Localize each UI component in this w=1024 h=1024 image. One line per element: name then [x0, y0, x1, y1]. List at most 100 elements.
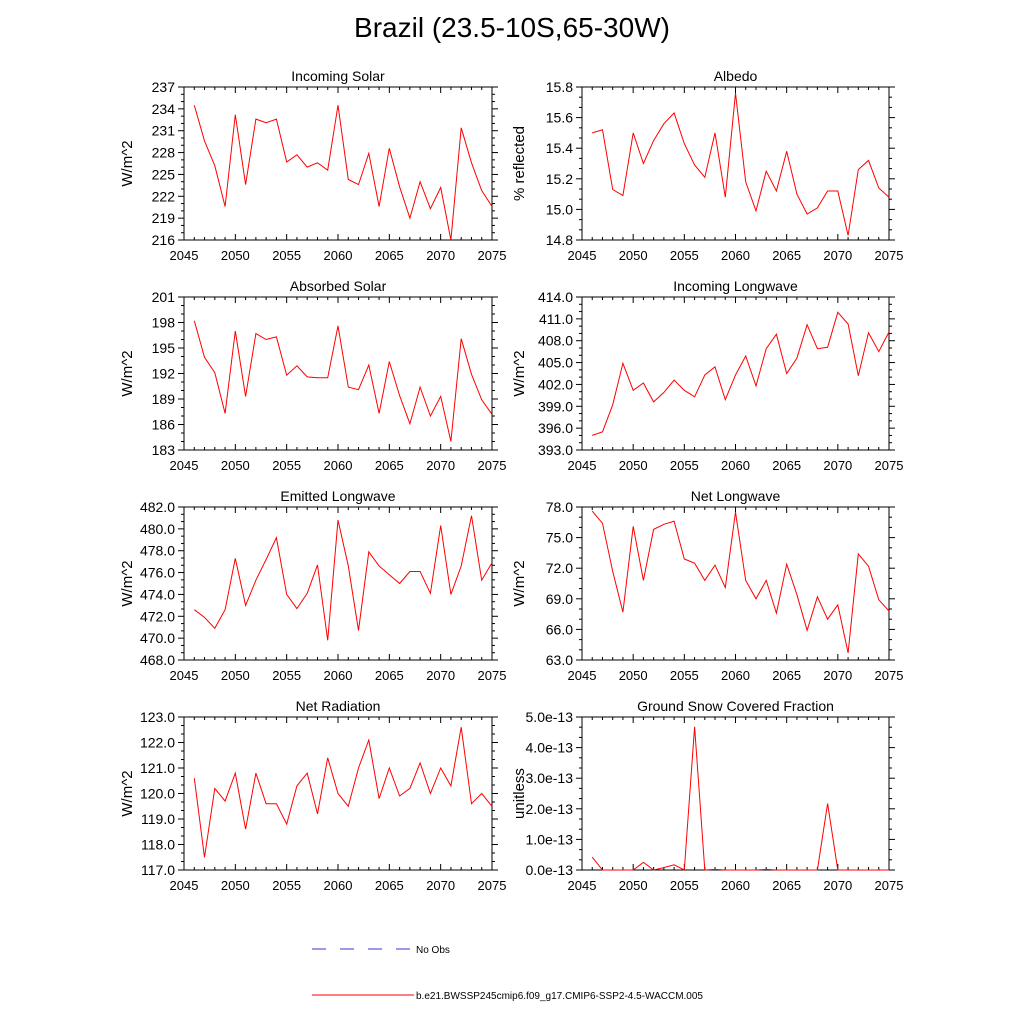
- y-tick-label: 192: [152, 366, 176, 382]
- legend: No Obs b.e21.BWSSP245cmip6.f09_g17.CMIP6…: [312, 945, 703, 1002]
- y-axis-label: W/m^2: [119, 350, 136, 396]
- x-tick-label: 2055: [272, 248, 301, 263]
- x-tick-label: 2060: [324, 878, 353, 893]
- x-tick-label: 2045: [170, 458, 199, 473]
- x-tick-label: 2055: [272, 458, 301, 473]
- y-tick-label: 482.0: [140, 499, 175, 515]
- x-tick-label: 2075: [875, 668, 904, 683]
- y-axis-label: W/m^2: [511, 350, 528, 396]
- x-tick-label: 2045: [568, 668, 597, 683]
- y-tick-label: 120.0: [140, 786, 175, 802]
- x-tick-label: 2070: [823, 668, 852, 683]
- y-axis-label: W/m^2: [119, 770, 136, 816]
- x-tick-label: 2045: [170, 668, 199, 683]
- y-tick-label: 2.0e-13: [526, 801, 574, 817]
- x-tick-label: 2050: [619, 668, 648, 683]
- x-tick-label: 2060: [324, 668, 353, 683]
- y-tick-label: 14.8: [546, 232, 573, 248]
- panel-6: Net Radiation 2045 2050 2055 2060 2065 2070 207…: [119, 698, 506, 893]
- y-tick-label: 198: [152, 315, 176, 331]
- x-tick-label: 2075: [875, 878, 904, 893]
- x-tick-label: 2045: [568, 878, 597, 893]
- x-tick-label: 2070: [426, 668, 455, 683]
- plot-frame: [581, 716, 890, 871]
- panel-5: Net Longwave 2045 2050 2055 2060 2065 2070 2075…: [511, 488, 903, 683]
- y-axis-label: unitless: [511, 768, 528, 819]
- y-tick-label: 201: [152, 289, 176, 305]
- x-tick-label: 2065: [772, 668, 801, 683]
- panel-title: Net Radiation: [296, 698, 381, 714]
- panel-title: Ground Snow Covered Fraction: [637, 698, 834, 714]
- x-tick-label: 2045: [170, 248, 199, 263]
- y-tick-label: 216: [152, 232, 176, 248]
- x-tick-label: 2055: [670, 458, 699, 473]
- y-tick-label: 66.0: [546, 621, 573, 637]
- y-tick-label: 402.0: [538, 376, 573, 392]
- panel-3: Incoming Longwave 2045 2050 2055 2060 2065 207…: [511, 278, 903, 473]
- series-line-0: [193, 727, 493, 858]
- y-tick-label: 408.0: [538, 333, 573, 349]
- y-tick-label: 411.0: [539, 311, 573, 327]
- y-tick-label: 478.0: [140, 543, 175, 559]
- x-tick-label: 2060: [721, 248, 750, 263]
- y-tick-label: 468.0: [140, 652, 175, 668]
- legend-label-no-obs: No Obs: [416, 945, 450, 956]
- y-tick-label: 476.0: [140, 565, 175, 581]
- y-axis-label: % reflected: [511, 126, 528, 201]
- x-tick-label: 2050: [619, 878, 648, 893]
- x-tick-label: 2055: [670, 878, 699, 893]
- panel-1: Albedo 2045 2050 2055 2060 2065 2070 2075 14.8 15…: [511, 68, 903, 263]
- x-tick-label: 2045: [170, 878, 199, 893]
- y-tick-label: 121.0: [140, 760, 175, 776]
- x-tick-label: 2060: [721, 458, 750, 473]
- y-tick-label: 122.0: [140, 735, 175, 751]
- y-tick-label: 470.0: [140, 630, 175, 646]
- x-tick-label: 2075: [478, 248, 507, 263]
- series-line-0: [591, 510, 890, 654]
- y-tick-label: 237: [152, 79, 176, 95]
- y-tick-label: 414.0: [538, 289, 573, 305]
- x-tick-label: 2055: [272, 668, 301, 683]
- y-tick-label: 63.0: [546, 652, 573, 668]
- x-tick-label: 2050: [619, 458, 648, 473]
- y-tick-label: 15.6: [546, 110, 573, 126]
- panel-title: Incoming Solar: [291, 68, 385, 84]
- y-tick-label: 4.0e-13: [526, 740, 574, 756]
- y-axis-label: W/m^2: [119, 140, 136, 186]
- y-tick-label: 189: [152, 391, 176, 407]
- x-tick-label: 2070: [426, 248, 455, 263]
- panel-title: Absorbed Solar: [290, 278, 387, 294]
- y-tick-label: 228: [152, 145, 176, 161]
- panel-title: Emitted Longwave: [280, 488, 395, 504]
- series-line-0: [591, 726, 889, 871]
- panel-title: Incoming Longwave: [673, 278, 798, 294]
- x-tick-label: 2055: [272, 878, 301, 893]
- y-tick-label: 5.0e-13: [526, 709, 574, 725]
- y-tick-label: 123.0: [140, 709, 175, 725]
- y-tick-label: 119.0: [141, 811, 175, 827]
- x-tick-label: 2060: [721, 668, 750, 683]
- panel-0: Incoming Solar 2045 2050 2055 2060 2065 2070 20…: [119, 68, 506, 263]
- x-tick-label: 2075: [478, 668, 507, 683]
- x-tick-label: 2075: [875, 248, 904, 263]
- panels: Incoming Solar 2045 2050 2055 2060 2065 2070 20…: [119, 68, 903, 893]
- y-tick-label: 1.0e-13: [526, 831, 574, 847]
- x-tick-label: 2050: [619, 248, 648, 263]
- y-tick-label: 15.8: [546, 79, 573, 95]
- x-tick-label: 2050: [221, 668, 250, 683]
- x-tick-label: 2070: [823, 458, 852, 473]
- y-tick-label: 0.0e-13: [526, 862, 574, 878]
- y-tick-label: 186: [152, 417, 176, 433]
- y-tick-label: 396.0: [538, 420, 573, 436]
- x-tick-label: 2060: [324, 248, 353, 263]
- y-tick-label: 219: [152, 210, 176, 226]
- x-tick-label: 2075: [875, 458, 904, 473]
- x-tick-label: 2065: [375, 458, 404, 473]
- x-tick-label: 2065: [375, 248, 404, 263]
- y-tick-label: 195: [152, 340, 176, 356]
- y-tick-label: 474.0: [140, 586, 175, 602]
- y-tick-label: 69.0: [546, 591, 573, 607]
- series-line-0: [592, 93, 890, 236]
- panel-2: Absorbed Solar 2045 2050 2055 2060 2065 2070 20…: [119, 278, 506, 473]
